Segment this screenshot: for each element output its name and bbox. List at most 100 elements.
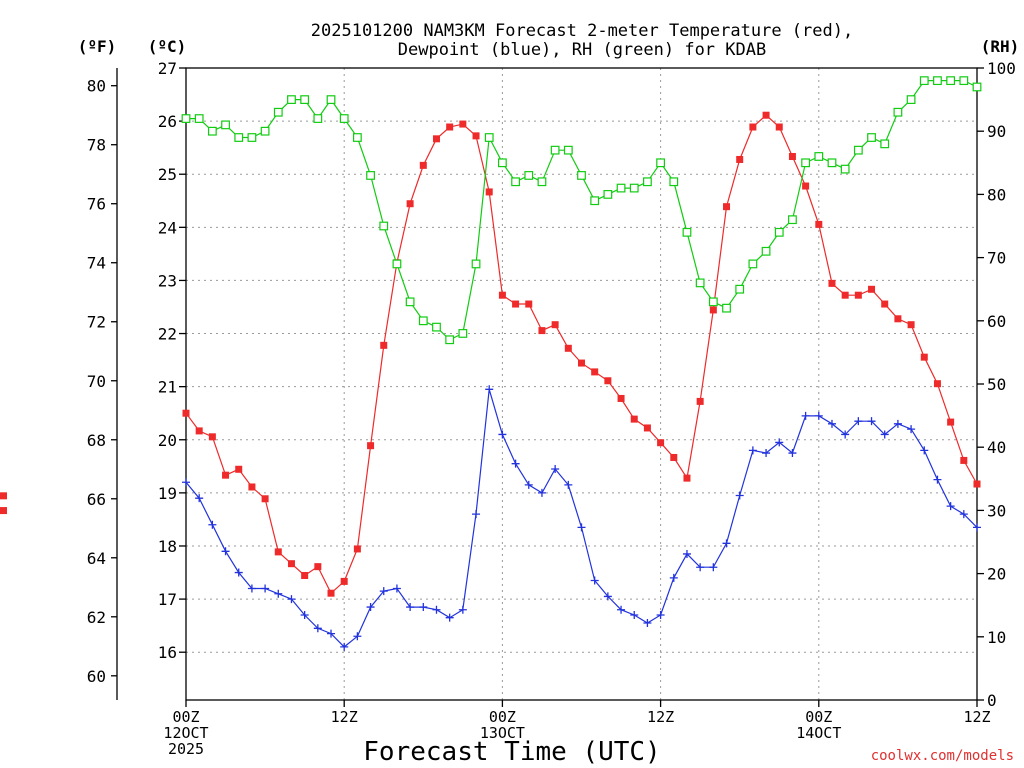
rh-tick-label: 40 bbox=[987, 438, 1006, 457]
dewpoint-point bbox=[907, 425, 916, 434]
temperature-point bbox=[525, 300, 533, 308]
dewpoint-point bbox=[234, 568, 243, 577]
temperature-point bbox=[775, 123, 783, 131]
dewpoint-point bbox=[603, 592, 612, 601]
temperature-point bbox=[802, 182, 810, 190]
rh-point bbox=[563, 145, 573, 155]
dewpoint-point bbox=[524, 480, 533, 489]
rh-point bbox=[273, 107, 283, 117]
rh-point bbox=[458, 329, 468, 338]
temperature-point bbox=[512, 300, 520, 308]
x-axis-title: Forecast Time (UTC) bbox=[363, 737, 660, 767]
temperature-point bbox=[630, 415, 638, 423]
dewpoint-point bbox=[458, 605, 467, 614]
temperature-point bbox=[208, 433, 216, 441]
temperature-point bbox=[406, 200, 414, 208]
rh-tick-label: 90 bbox=[987, 122, 1006, 141]
temperature-point bbox=[749, 123, 757, 131]
rh-point bbox=[735, 284, 745, 294]
dewpoint-point bbox=[247, 584, 256, 593]
temperature-point bbox=[854, 291, 862, 299]
x-tick-label: 12OCT bbox=[163, 724, 208, 742]
temperature-point bbox=[551, 321, 559, 329]
dewpoint-point bbox=[419, 603, 428, 612]
dewpoint-point bbox=[287, 595, 296, 604]
dewpoint-point bbox=[735, 491, 744, 500]
x-tick-label: 14OCT bbox=[796, 724, 841, 742]
rh-point bbox=[959, 76, 969, 86]
dewpoint-point bbox=[313, 624, 322, 633]
temperature-point bbox=[274, 548, 282, 556]
rh-tick-label: 0 bbox=[987, 691, 997, 710]
dewpoint-point bbox=[340, 642, 349, 651]
temperature-point bbox=[736, 155, 744, 163]
dewpoint-point bbox=[498, 430, 507, 439]
x-tick-label: 00Z bbox=[489, 708, 516, 726]
temperature-point bbox=[222, 471, 230, 479]
celsius-tick-label: 27 bbox=[158, 59, 177, 78]
temperature-point bbox=[485, 188, 493, 196]
rh-point bbox=[234, 133, 244, 142]
x-tick-label: 00Z bbox=[172, 708, 199, 726]
temperature-point bbox=[868, 285, 876, 293]
fahrenheit-tick-label: 74 bbox=[87, 254, 106, 273]
dewpoint-point bbox=[551, 464, 560, 473]
rh-point bbox=[840, 164, 850, 174]
celsius-tick-label: 21 bbox=[158, 378, 177, 397]
temperature-point bbox=[881, 300, 889, 308]
dewpoint-point bbox=[682, 549, 691, 558]
rh-point bbox=[511, 177, 520, 187]
dewpoint-point bbox=[946, 502, 955, 511]
chart-title-line-1: 2025101200 NAM3KM Forecast 2-meter Tempe… bbox=[311, 21, 853, 41]
temperature-point bbox=[683, 474, 691, 482]
rh-point bbox=[379, 221, 389, 231]
temperature-point bbox=[301, 571, 309, 579]
temperature-series bbox=[0, 111, 981, 597]
rh-point bbox=[933, 76, 942, 86]
dewpoint-point bbox=[221, 547, 230, 556]
dewpoint-point bbox=[762, 449, 771, 458]
dewpoint-point bbox=[472, 510, 481, 519]
dewpoint-point bbox=[379, 587, 388, 596]
fahrenheit-unit-label: (ºF) bbox=[78, 37, 117, 56]
temperature-point bbox=[947, 418, 955, 426]
rh-point bbox=[761, 246, 771, 256]
dewpoint-point bbox=[880, 430, 889, 439]
dewpoint-point bbox=[511, 459, 520, 468]
rh-point bbox=[339, 114, 349, 123]
rh-point bbox=[471, 259, 481, 269]
dewpoint-point bbox=[327, 629, 336, 638]
rh-point bbox=[181, 114, 191, 123]
rh-tick-label: 50 bbox=[987, 375, 1006, 394]
temperature-point bbox=[617, 394, 625, 402]
fahrenheit-tick-label: 68 bbox=[87, 431, 106, 450]
temperature-point bbox=[0, 507, 7, 515]
dewpoint-point bbox=[933, 475, 942, 484]
rh-point bbox=[669, 177, 679, 187]
fahrenheit-tick-label: 64 bbox=[87, 549, 106, 568]
dewpoint-point bbox=[564, 480, 573, 489]
dewpoint-point bbox=[630, 611, 639, 620]
rh-point bbox=[221, 120, 230, 130]
temperature-point bbox=[696, 397, 704, 405]
celsius-tick-label: 16 bbox=[158, 643, 177, 662]
rh-point bbox=[629, 183, 639, 193]
x-tick-label: 00Z bbox=[805, 708, 832, 726]
rh-point bbox=[484, 133, 494, 142]
dewpoint-point bbox=[406, 603, 415, 612]
rh-point bbox=[247, 133, 257, 142]
temperature-point bbox=[933, 380, 941, 388]
temperature-line bbox=[185, 114, 978, 595]
celsius-tick-label: 22 bbox=[158, 325, 177, 344]
rh-point bbox=[603, 190, 613, 199]
dewpoint-point bbox=[590, 576, 599, 585]
data-series bbox=[0, 76, 982, 651]
fahrenheit-tick-label: 76 bbox=[87, 195, 106, 214]
rh-point bbox=[590, 196, 600, 206]
dewpoint-point bbox=[722, 539, 731, 548]
celsius-tick-label: 17 bbox=[158, 590, 177, 609]
temperature-point bbox=[538, 327, 546, 335]
temperature-point bbox=[182, 409, 190, 417]
temperature-point bbox=[235, 465, 243, 473]
temperature-point bbox=[643, 424, 651, 432]
